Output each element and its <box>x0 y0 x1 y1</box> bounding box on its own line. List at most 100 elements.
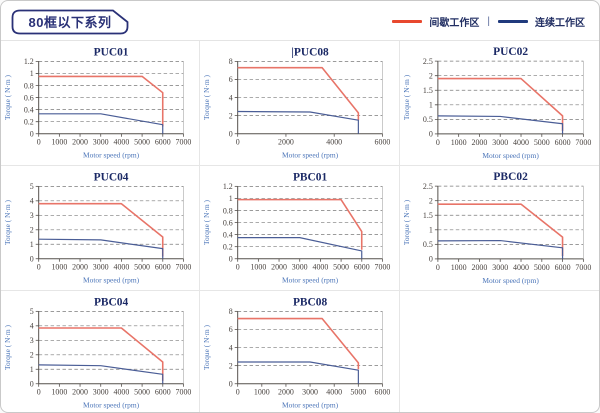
chart-puc08: 0 2000 4000 6000 0 2 4 6 8 |PUC08 Motor speed (rpm… <box>200 41 400 166</box>
svg-text:0.4: 0.4 <box>24 105 34 114</box>
svg-text:2000: 2000 <box>271 263 287 272</box>
svg-text:2000: 2000 <box>278 388 294 397</box>
svg-text:0: 0 <box>30 255 34 264</box>
legend-red-line <box>392 20 423 23</box>
svg-text:6: 6 <box>229 75 233 84</box>
svg-text:3000: 3000 <box>292 263 308 272</box>
svg-text:0: 0 <box>229 130 233 139</box>
svg-text:3000: 3000 <box>93 138 109 147</box>
svg-text:Motor speed (rpm): Motor speed (rpm) <box>282 276 339 285</box>
series-title: 80框以下系列 <box>28 14 112 30</box>
svg-text:7000: 7000 <box>375 263 391 272</box>
svg-text:0: 0 <box>30 130 34 139</box>
chart-pbc04: 0 1000 2000 3000 4000 5000 6000 7000 0 1 2 3 4 5 PBC04… <box>1 291 201 412</box>
chart-pbc01: 0 1000 2000 3000 4000 5000 6000 7000 0 0.2 0.4 0.6 0… <box>200 166 400 291</box>
svg-text:0.2: 0.2 <box>223 242 233 251</box>
svg-text:PBC08: PBC08 <box>293 296 327 308</box>
svg-text:0: 0 <box>30 380 34 389</box>
svg-text:2000: 2000 <box>278 138 294 147</box>
svg-text:0.8: 0.8 <box>223 206 233 215</box>
svg-text:8: 8 <box>229 307 233 316</box>
svg-text:4000: 4000 <box>113 138 129 147</box>
svg-text:6: 6 <box>229 325 233 334</box>
svg-text:5000: 5000 <box>134 138 150 147</box>
svg-text:Torque ( N·m ): Torque ( N·m ) <box>402 199 411 245</box>
svg-text:Motor speed (rpm): Motor speed (rpm) <box>482 151 539 160</box>
svg-text:0.5: 0.5 <box>423 115 433 124</box>
svg-text:2: 2 <box>429 196 433 205</box>
svg-text:2000: 2000 <box>72 138 88 147</box>
svg-text:0: 0 <box>436 138 440 147</box>
svg-text:4: 4 <box>30 197 34 206</box>
svg-text:5000: 5000 <box>134 263 150 272</box>
svg-text:1000: 1000 <box>450 263 466 272</box>
svg-text:Torque ( N·m ): Torque ( N·m ) <box>3 325 12 371</box>
svg-text:6000: 6000 <box>155 263 171 272</box>
svg-text:1: 1 <box>429 101 433 110</box>
chart-pbc08: 0 1000 2000 3000 4000 5000 6000 0 2 4 6 8 PBC08 Motor… <box>200 291 400 412</box>
svg-text:3000: 3000 <box>93 263 109 272</box>
chart-grid: 0 1000 2000 3000 4000 5000 6000 7000 0 0.2 0.4 0.6 0… <box>1 41 599 412</box>
svg-text:1.2: 1.2 <box>223 182 233 191</box>
legend-label-intermittent: 间歇工作区 <box>429 18 480 29</box>
svg-text:2000: 2000 <box>471 138 487 147</box>
legend-separator: | <box>487 16 490 27</box>
svg-text:1000: 1000 <box>51 138 67 147</box>
svg-text:PUC04: PUC04 <box>94 171 129 183</box>
svg-text:0: 0 <box>37 138 41 147</box>
svg-text:0: 0 <box>236 388 240 397</box>
svg-text:1000: 1000 <box>254 388 270 397</box>
series-badge: 80框以下系列 <box>11 9 129 35</box>
chart-puc01: 0 1000 2000 3000 4000 5000 6000 7000 0 0.2 0.4 0.6 0… <box>1 41 201 166</box>
svg-text:0: 0 <box>429 130 433 139</box>
svg-text:1000: 1000 <box>251 263 267 272</box>
svg-text:0.6: 0.6 <box>223 218 233 227</box>
svg-text:1000: 1000 <box>51 263 67 272</box>
svg-text:2.5: 2.5 <box>423 182 433 191</box>
svg-text:4: 4 <box>229 343 233 352</box>
svg-text:Torque ( N·m ): Torque ( N·m ) <box>202 75 211 121</box>
svg-text:0: 0 <box>429 255 433 264</box>
svg-text:5000: 5000 <box>134 388 150 397</box>
svg-text:4000: 4000 <box>113 388 129 397</box>
svg-text:1: 1 <box>30 365 34 374</box>
legend: 间歇工作区 | 连续工作区 <box>392 14 585 29</box>
svg-text:Torque ( N·m ): Torque ( N·m ) <box>3 75 12 121</box>
svg-text:4: 4 <box>229 93 233 102</box>
svg-text:5: 5 <box>30 182 34 191</box>
svg-text:|PUC08: |PUC08 <box>292 46 330 58</box>
svg-text:7000: 7000 <box>575 263 591 272</box>
svg-text:0.6: 0.6 <box>24 93 34 102</box>
svg-text:0.5: 0.5 <box>423 240 433 249</box>
svg-text:4000: 4000 <box>513 138 529 147</box>
svg-text:PBC01: PBC01 <box>293 171 327 183</box>
svg-text:Torque ( N·m ): Torque ( N·m ) <box>3 200 12 246</box>
svg-text:4000: 4000 <box>513 263 529 272</box>
svg-text:PUC01: PUC01 <box>94 46 129 58</box>
svg-text:4000: 4000 <box>327 138 343 147</box>
svg-text:1000: 1000 <box>51 388 67 397</box>
svg-text:4000: 4000 <box>313 263 329 272</box>
svg-text:2000: 2000 <box>72 388 88 397</box>
svg-text:1: 1 <box>30 240 34 249</box>
svg-text:4: 4 <box>30 322 34 331</box>
svg-text:0.2: 0.2 <box>24 117 34 126</box>
svg-text:PBC04: PBC04 <box>94 296 128 308</box>
svg-text:Motor speed (rpm): Motor speed (rpm) <box>83 276 140 285</box>
svg-text:Torque ( N·m ): Torque ( N·m ) <box>202 325 211 371</box>
chart-puc02: 0 1000 2000 3000 4000 5000 6000 7000 0 0.5 1 1.5 2 2.… <box>399 41 599 166</box>
svg-text:3000: 3000 <box>492 263 508 272</box>
header: 80框以下系列 间歇工作区 | 连续工作区 <box>1 1 599 41</box>
svg-text:4000: 4000 <box>113 263 129 272</box>
svg-text:0.8: 0.8 <box>24 81 34 90</box>
svg-text:Motor speed (rpm): Motor speed (rpm) <box>282 401 339 410</box>
svg-text:0: 0 <box>236 263 240 272</box>
svg-text:1000: 1000 <box>450 138 466 147</box>
svg-text:0: 0 <box>436 263 440 272</box>
svg-text:3000: 3000 <box>93 388 109 397</box>
svg-text:5: 5 <box>30 307 34 316</box>
svg-text:2: 2 <box>30 226 34 235</box>
svg-text:1.5: 1.5 <box>423 211 433 220</box>
svg-text:0: 0 <box>229 255 233 264</box>
